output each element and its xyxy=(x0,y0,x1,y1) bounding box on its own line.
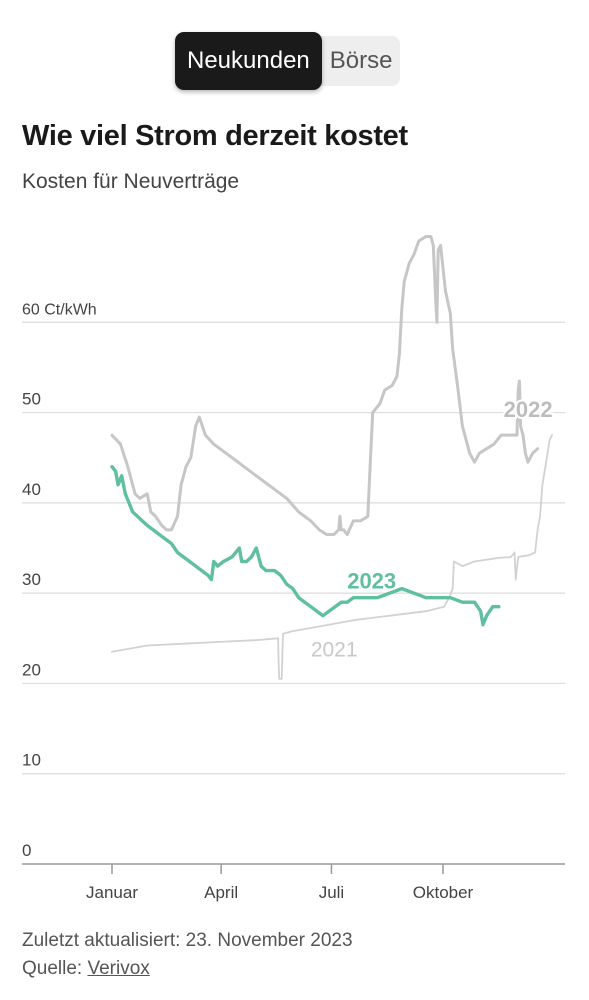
x-tick-label-juli: Juli xyxy=(319,883,345,902)
x-tick-label-april: April xyxy=(204,883,238,902)
toggle-boerse-button[interactable]: Börse xyxy=(322,36,401,86)
y-tick-label-50: 50 xyxy=(22,390,41,409)
toggle-neukunden-button[interactable]: Neukunden xyxy=(175,32,322,90)
source-note: Quelle: Verivox xyxy=(22,958,150,980)
chart-subtitle: Kosten für Neuverträge xyxy=(22,170,240,193)
last-updated-note: Zuletzt aktualisiert: 23. November 2023 xyxy=(22,930,353,951)
series-label-2023: 2023 xyxy=(347,569,396,594)
series-label-2022: 2022 xyxy=(504,397,553,422)
market-toggle: Neukunden Börse xyxy=(175,32,401,90)
y-tick-label-0: 0 xyxy=(22,841,31,860)
x-tick-label-januar: Januar xyxy=(86,883,138,902)
source-prefix: Quelle: xyxy=(22,958,88,979)
y-tick-label-30: 30 xyxy=(22,570,41,589)
y-tick-label-20: 20 xyxy=(22,660,41,679)
chart-title: Wie viel Strom derzeit kostet xyxy=(22,120,408,152)
series-line-2021 xyxy=(111,434,553,680)
series-line-2022 xyxy=(110,235,540,536)
y-tick-label-40: 40 xyxy=(22,480,41,499)
x-tick-label-oktober: Oktober xyxy=(413,883,474,902)
series-label-2021: 2021 xyxy=(311,638,358,661)
source-link-verivox[interactable]: Verivox xyxy=(87,958,150,979)
y-tick-label-10: 10 xyxy=(22,751,41,770)
series-line-2023 xyxy=(110,465,501,627)
y-tick-label-60: 60 Ct/kWh xyxy=(22,301,97,318)
price-line-chart: 0 10 20 30 40 50 60 Ct/kWh Januar April Juli Oktob… xyxy=(22,235,565,902)
